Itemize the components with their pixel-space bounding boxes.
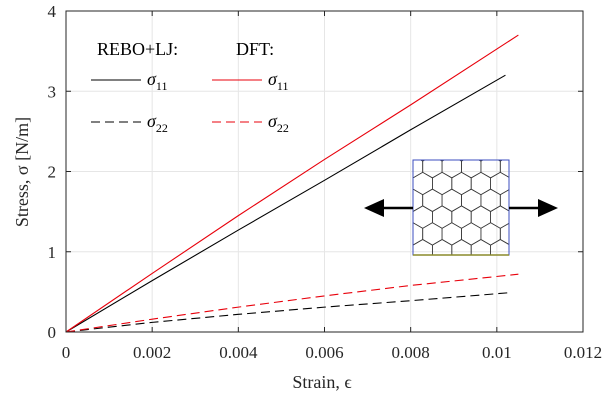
x-tick-label: 0.006 bbox=[305, 343, 343, 362]
series-line-rebo-sigma22 bbox=[65, 292, 510, 333]
y-tick-label: 4 bbox=[48, 2, 57, 21]
y-tick-label: 0 bbox=[48, 323, 57, 342]
x-axis-label: Strain, ϵ bbox=[292, 372, 351, 392]
legend-group-title: REBO+LJ: bbox=[97, 39, 178, 59]
hexagon-cell bbox=[499, 189, 509, 212]
x-tick-label: 0.002 bbox=[133, 343, 171, 362]
legend-series-label: σ11 bbox=[147, 69, 167, 93]
hexagon-cell bbox=[499, 222, 509, 245]
series-group bbox=[65, 34, 519, 333]
x-tick-label: 0.012 bbox=[564, 343, 602, 362]
y-tick-label: 2 bbox=[48, 163, 57, 182]
series-line-dft-sigma11 bbox=[65, 34, 519, 333]
plot-frame bbox=[65, 10, 584, 333]
y-tick-label: 1 bbox=[48, 243, 57, 262]
x-tick-label: 0.01 bbox=[482, 343, 512, 362]
left-arrow-head bbox=[364, 199, 384, 217]
hexagon-cell bbox=[490, 239, 509, 255]
legend: REBO+LJ: DFT: σ11 σ22 σ11 σ22 bbox=[91, 39, 289, 135]
x-tick-label: 0.008 bbox=[392, 343, 430, 362]
right-arrow-head bbox=[538, 199, 558, 217]
legend-series-label: σ22 bbox=[268, 111, 289, 135]
legend-series-label: σ11 bbox=[268, 69, 288, 93]
series-line-rebo-sigma11 bbox=[65, 74, 506, 333]
hexagon-lattice bbox=[413, 160, 509, 255]
graphene-sheet-tension-icon bbox=[364, 159, 558, 256]
tick-labels: 0 0.002 0.004 0.006 0.008 0.01 0.012 0 1 2 3 4 bbox=[48, 2, 603, 362]
x-tick-label: 0 bbox=[62, 343, 71, 362]
axes bbox=[65, 10, 584, 333]
hexagon-cell bbox=[499, 160, 509, 178]
series-line-dft-sigma22 bbox=[65, 273, 519, 333]
y-tick-label: 3 bbox=[48, 82, 57, 101]
y-axis-label: Stress, σ [N/m] bbox=[12, 117, 32, 227]
legend-group-title: DFT: bbox=[236, 39, 274, 59]
x-tick-label: 0.004 bbox=[219, 343, 258, 362]
legend-series-label: σ22 bbox=[147, 111, 168, 135]
